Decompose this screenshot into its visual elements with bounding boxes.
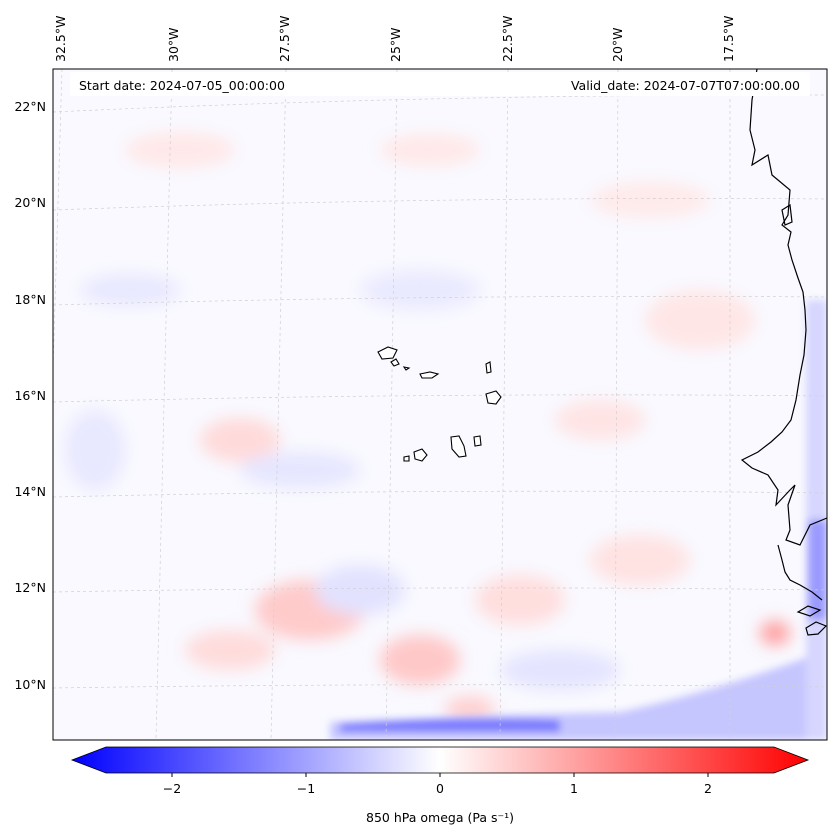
- lat-label: 14°N: [14, 484, 46, 499]
- omega-patch-negative: [500, 650, 620, 690]
- lat-label: 18°N: [14, 292, 46, 307]
- west-africa-coastline: [781, 203, 793, 226]
- island-sao-vicente: [390, 358, 400, 367]
- omega-patch-negative: [315, 565, 405, 615]
- omega-field: [65, 132, 827, 740]
- omega-band-negative: [330, 650, 827, 740]
- omega-band-strong-negative: [808, 520, 827, 620]
- lat-label: 10°N: [14, 677, 46, 692]
- lon-label: 25°W: [388, 27, 403, 62]
- omega-band-strong-negative: [340, 718, 560, 732]
- colorbar-tick-label: −2: [163, 781, 181, 796]
- omega-patch-negative: [360, 270, 480, 310]
- lat-label: 22°N: [14, 99, 46, 114]
- omega-patch-negative: [80, 274, 180, 306]
- west-africa-coastline: [740, 68, 828, 546]
- omega-patch-positive: [200, 418, 280, 462]
- colorbar-tick-label: 0: [436, 781, 444, 796]
- omega-patch-positive: [380, 134, 480, 166]
- island-santiago: [450, 435, 467, 458]
- island-maio: [473, 435, 482, 447]
- cape-verde-islands: [377, 346, 502, 462]
- west-africa-coastline: [777, 544, 823, 601]
- omega-patch-negative: [240, 452, 360, 488]
- latitude-labels: 22°N 20°N 18°N 16°N 14°N 12°N 10°N: [14, 99, 46, 692]
- island-santa-luzia: [402, 366, 411, 371]
- omega-patch-positive: [555, 400, 645, 440]
- omega-patch-positive: [590, 535, 690, 585]
- colorbar-bar: [70, 746, 810, 774]
- start-date-label: Start date: 2024-07-05_00:00:00: [79, 78, 285, 93]
- lon-label: 22.5°W: [500, 16, 515, 62]
- colorbar: −2 −1 0 1 2 850 hPa omega (Pa s⁻¹): [70, 746, 810, 825]
- island-boa-vista: [485, 390, 502, 405]
- island-sal: [485, 361, 492, 374]
- island-sao-nicolau: [419, 371, 440, 379]
- map-background: [53, 69, 827, 740]
- omega-patch-positive: [185, 630, 275, 670]
- colorbar-tick-label: 2: [704, 781, 712, 796]
- island-fogo: [413, 448, 428, 462]
- omega-patch-positive: [590, 182, 710, 218]
- west-africa-coastline: [805, 621, 828, 636]
- lat-label: 20°N: [14, 195, 46, 210]
- omega-patch-negative: [65, 410, 125, 490]
- omega-patch-positive: [475, 575, 565, 625]
- omega-patch-positive: [760, 621, 790, 645]
- island-brava: [403, 455, 410, 462]
- lon-label: 30°W: [166, 27, 181, 62]
- coastlines: [740, 68, 828, 636]
- lat-label: 16°N: [14, 388, 46, 403]
- west-africa-coastline: [796, 605, 822, 617]
- lat-label: 12°N: [14, 580, 46, 595]
- colorbar-tick-label: 1: [570, 781, 578, 796]
- lon-label: 17.5°W: [721, 16, 736, 62]
- longitude-labels: 32.5°W 30°W 27.5°W 25°W 22.5°W 20°W 17.5…: [53, 16, 736, 62]
- colorbar-tick-label: −1: [297, 781, 315, 796]
- omega-patch-positive: [380, 635, 460, 685]
- lon-label: 32.5°W: [53, 16, 68, 62]
- island-santo-antao: [377, 346, 398, 360]
- map-frame: [52, 68, 828, 741]
- header-box: [70, 72, 810, 96]
- lon-label: 20°W: [610, 27, 625, 62]
- valid-date-label: Valid_date: 2024-07-07T07:00:00.00: [571, 78, 800, 93]
- omega-patch-positive: [645, 290, 755, 350]
- graticule: [53, 69, 827, 740]
- omega-patch-positive: [125, 132, 235, 168]
- colorbar-label: 850 hPa omega (Pa s⁻¹): [366, 810, 514, 825]
- map-panel: Start date: 2024-07-05_00:00:00 Valid_da…: [52, 68, 828, 741]
- lon-label: 27.5°W: [277, 16, 292, 62]
